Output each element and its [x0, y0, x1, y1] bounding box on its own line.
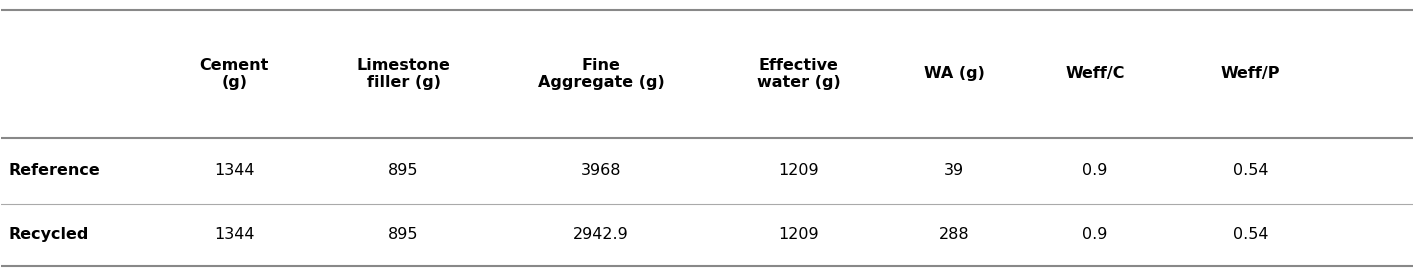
Text: 1344: 1344: [214, 163, 255, 178]
Text: 0.54: 0.54: [1233, 163, 1268, 178]
Text: 1209: 1209: [779, 227, 819, 243]
Text: 0.54: 0.54: [1233, 227, 1268, 243]
Text: 895: 895: [389, 227, 419, 243]
Text: 1209: 1209: [779, 163, 819, 178]
Text: 3968: 3968: [581, 163, 621, 178]
Text: 288: 288: [939, 227, 969, 243]
Text: 0.9: 0.9: [1082, 227, 1107, 243]
Text: 0.9: 0.9: [1082, 163, 1107, 178]
Text: Recycled: Recycled: [8, 227, 89, 243]
Text: Cement
(g): Cement (g): [199, 58, 269, 90]
Text: 2942.9: 2942.9: [573, 227, 629, 243]
Text: 895: 895: [389, 163, 419, 178]
Text: 39: 39: [945, 163, 964, 178]
Text: 1344: 1344: [214, 227, 255, 243]
Text: WA (g): WA (g): [923, 66, 984, 81]
Text: Weff/P: Weff/P: [1220, 66, 1280, 81]
Text: Effective
water (g): Effective water (g): [756, 58, 840, 90]
Text: Limestone
filler (g): Limestone filler (g): [356, 58, 451, 90]
Text: Weff/C: Weff/C: [1065, 66, 1124, 81]
Text: Fine
Aggregate (g): Fine Aggregate (g): [537, 58, 665, 90]
Text: Reference: Reference: [8, 163, 100, 178]
